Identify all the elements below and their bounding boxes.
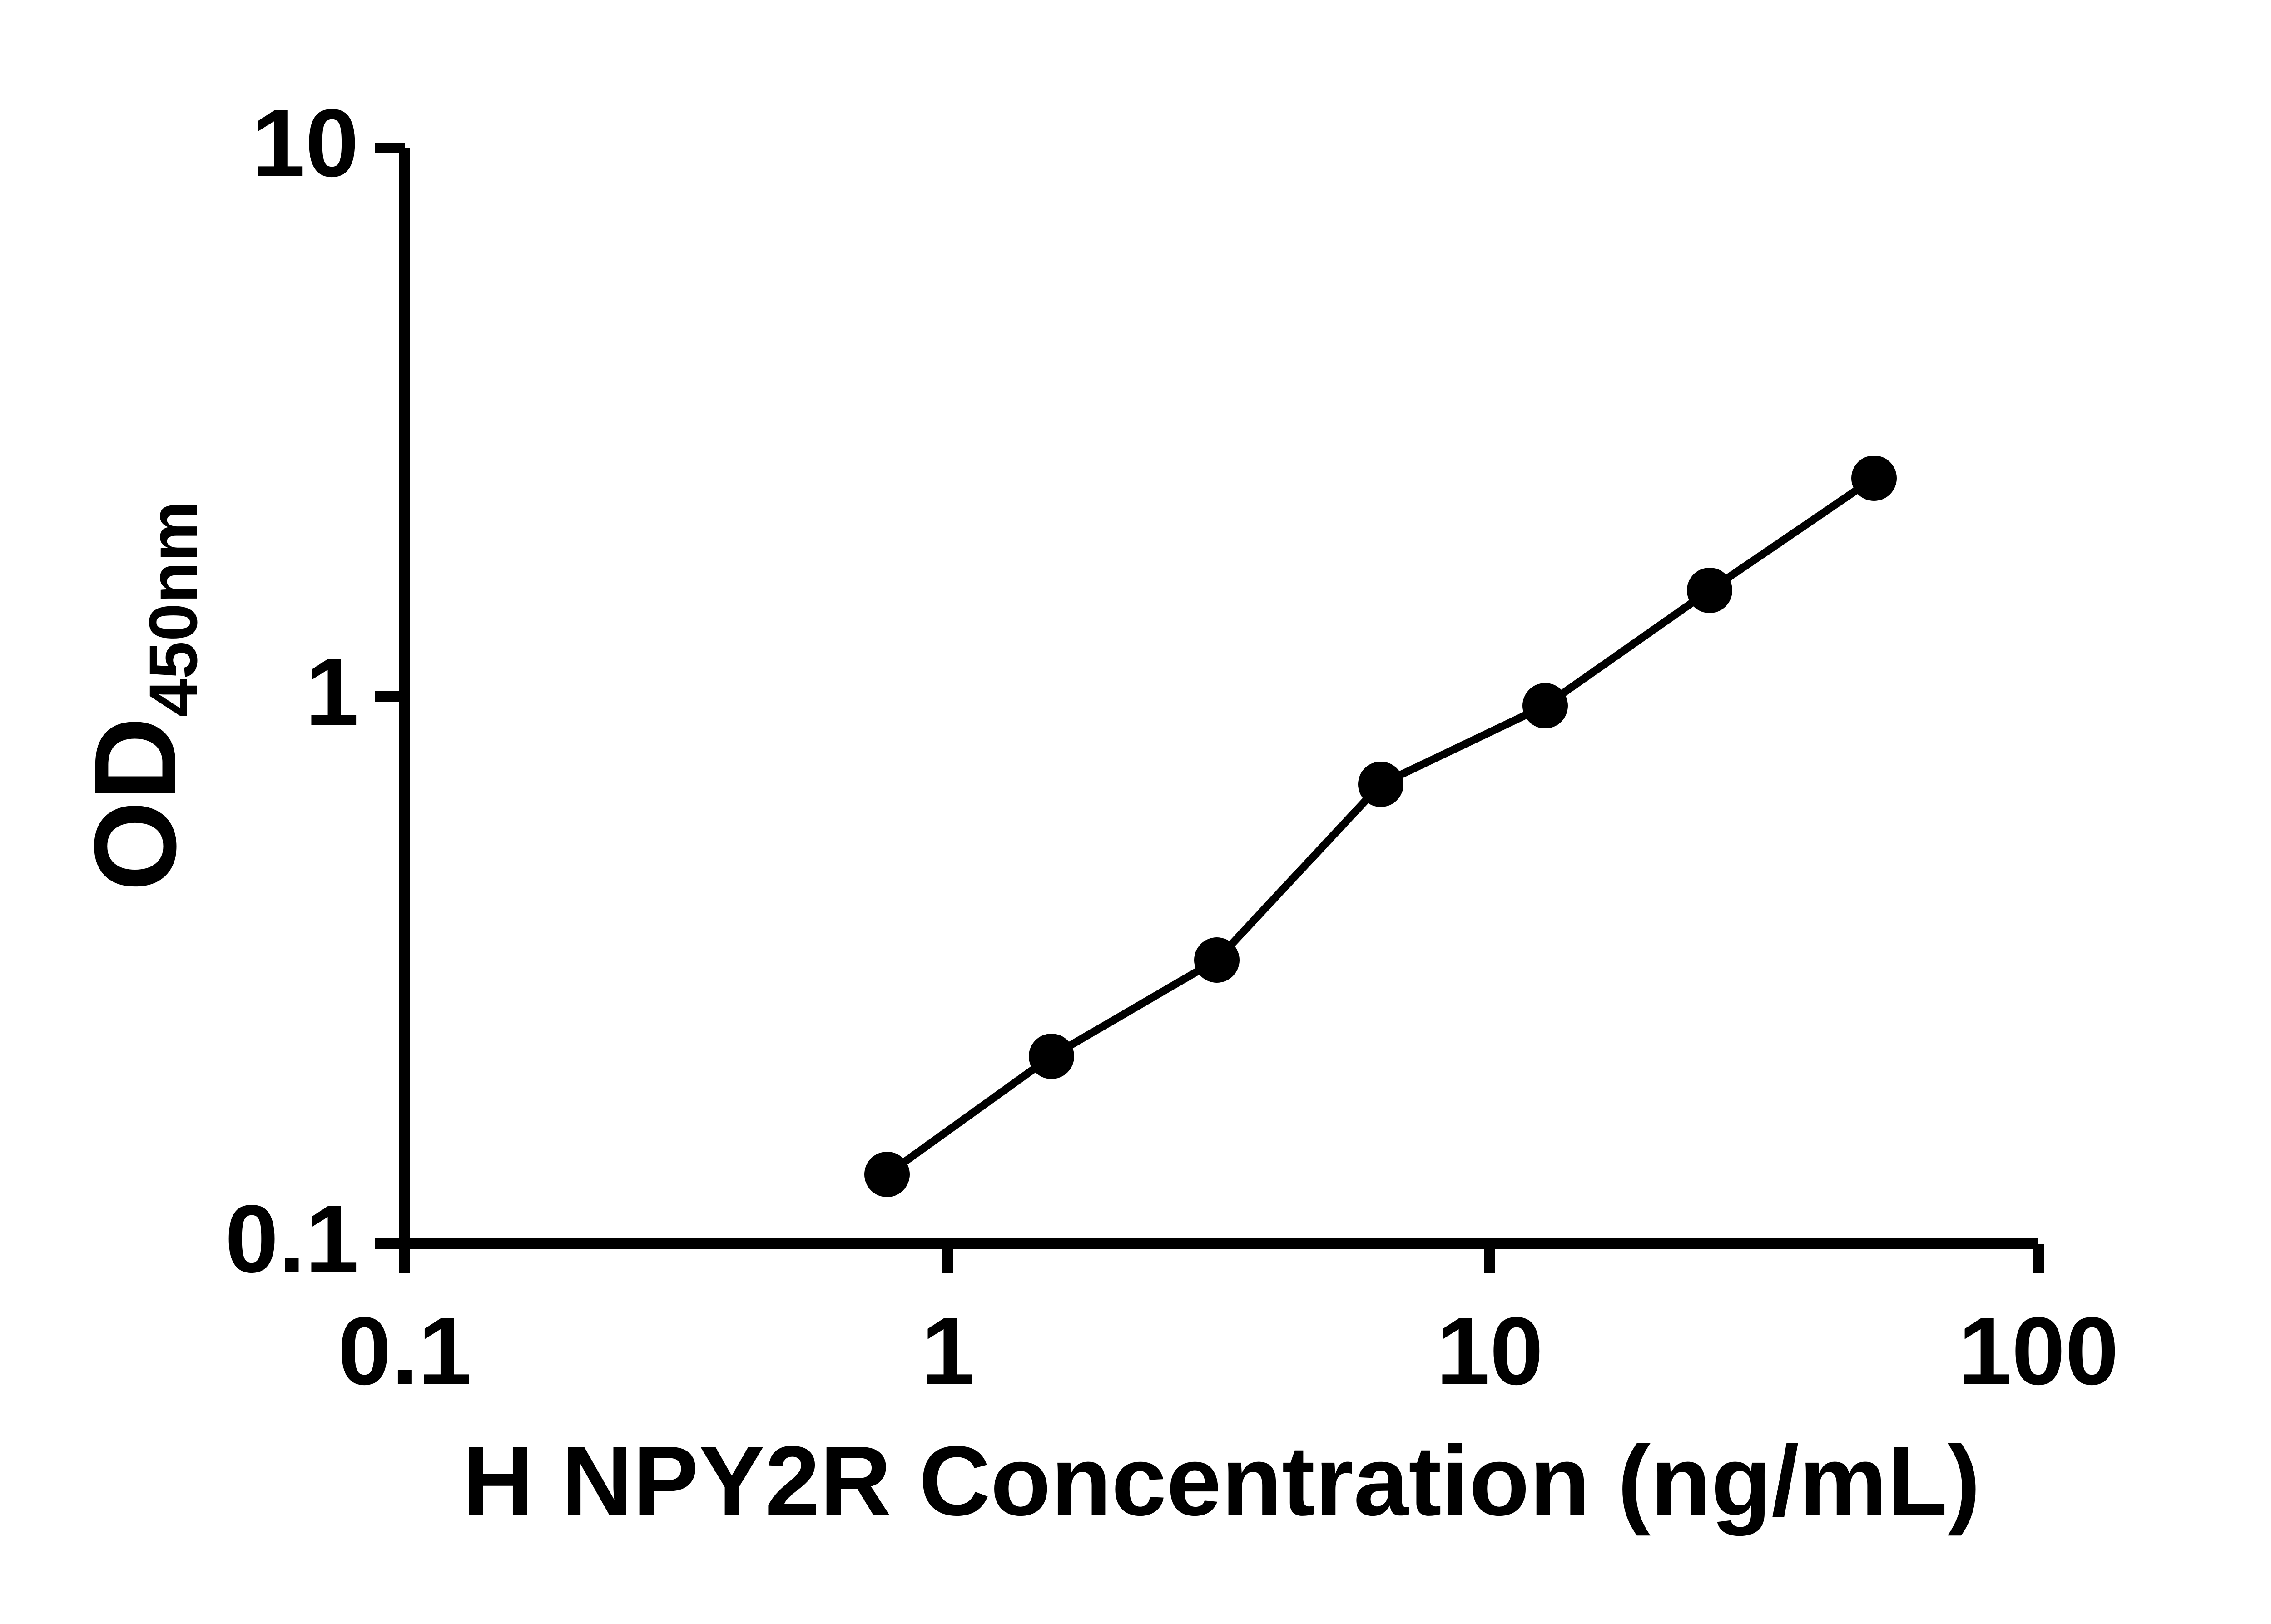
- svg-text:10: 10: [252, 89, 359, 197]
- svg-text:OD450nm: OD450nm: [70, 501, 211, 891]
- svg-text:100: 100: [1958, 1297, 2119, 1405]
- svg-text:10: 10: [1436, 1297, 1543, 1405]
- svg-text:0.1: 0.1: [225, 1185, 359, 1292]
- svg-text:H NPY2R Concentration (ng/mL): H NPY2R Concentration (ng/mL): [462, 1426, 1981, 1536]
- svg-text:1: 1: [305, 638, 359, 745]
- svg-text:0.1: 0.1: [338, 1297, 472, 1405]
- svg-text:1: 1: [921, 1297, 975, 1405]
